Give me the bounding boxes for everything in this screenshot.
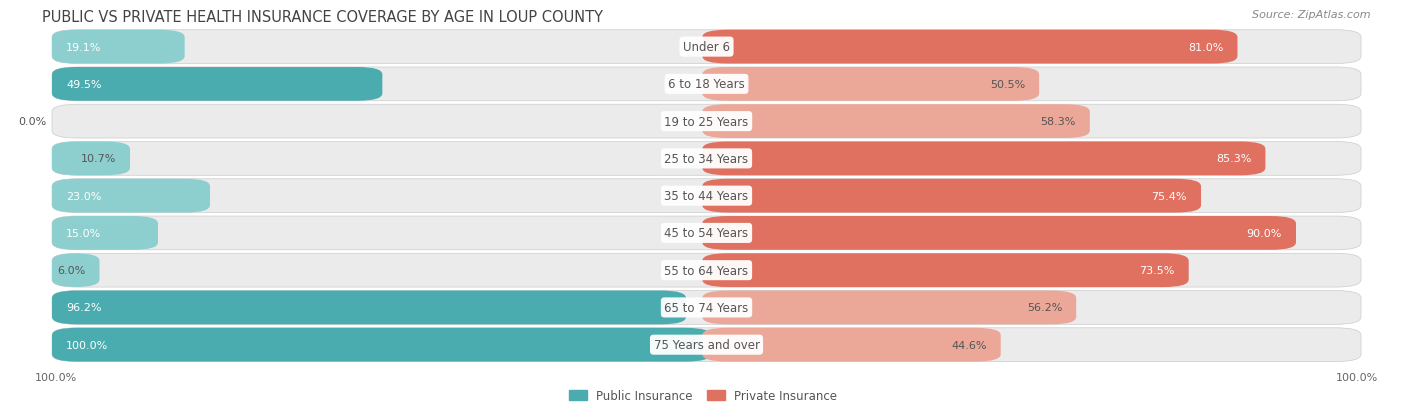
Text: 10.7%: 10.7% [80, 154, 115, 164]
Text: 100.0%: 100.0% [1336, 372, 1378, 382]
Text: 65 to 74 Years: 65 to 74 Years [665, 301, 748, 314]
FancyBboxPatch shape [702, 328, 1001, 362]
Text: 49.5%: 49.5% [66, 80, 101, 90]
Text: 25 to 34 Years: 25 to 34 Years [665, 152, 748, 166]
Text: 0.0%: 0.0% [18, 117, 46, 127]
Text: 90.0%: 90.0% [1247, 228, 1282, 238]
Text: 35 to 44 Years: 35 to 44 Years [665, 190, 748, 203]
FancyBboxPatch shape [52, 291, 686, 325]
FancyBboxPatch shape [52, 216, 1361, 250]
FancyBboxPatch shape [702, 291, 1076, 325]
Text: 100.0%: 100.0% [35, 372, 77, 382]
Text: 81.0%: 81.0% [1188, 43, 1223, 52]
FancyBboxPatch shape [52, 142, 1361, 176]
FancyBboxPatch shape [52, 254, 100, 287]
FancyBboxPatch shape [52, 216, 157, 250]
FancyBboxPatch shape [52, 68, 382, 102]
Text: 50.5%: 50.5% [990, 80, 1025, 90]
FancyBboxPatch shape [52, 328, 710, 362]
Text: 55 to 64 Years: 55 to 64 Years [665, 264, 748, 277]
Text: 44.6%: 44.6% [952, 340, 987, 350]
Text: 6 to 18 Years: 6 to 18 Years [668, 78, 745, 91]
Text: 19.1%: 19.1% [66, 43, 101, 52]
Text: 73.5%: 73.5% [1139, 266, 1174, 275]
FancyBboxPatch shape [52, 254, 1361, 287]
FancyBboxPatch shape [52, 31, 184, 64]
Text: 85.3%: 85.3% [1216, 154, 1251, 164]
FancyBboxPatch shape [52, 142, 129, 176]
FancyBboxPatch shape [52, 105, 1361, 139]
Text: PUBLIC VS PRIVATE HEALTH INSURANCE COVERAGE BY AGE IN LOUP COUNTY: PUBLIC VS PRIVATE HEALTH INSURANCE COVER… [42, 10, 603, 25]
FancyBboxPatch shape [702, 142, 1265, 176]
Text: 15.0%: 15.0% [66, 228, 101, 238]
FancyBboxPatch shape [52, 68, 1361, 102]
Legend: Public Insurance, Private Insurance: Public Insurance, Private Insurance [564, 385, 842, 407]
Text: 100.0%: 100.0% [66, 340, 108, 350]
Text: 19 to 25 Years: 19 to 25 Years [665, 115, 748, 128]
Text: 75.4%: 75.4% [1152, 191, 1187, 201]
FancyBboxPatch shape [52, 179, 209, 213]
FancyBboxPatch shape [52, 328, 1361, 362]
Text: Under 6: Under 6 [683, 41, 730, 54]
FancyBboxPatch shape [702, 216, 1296, 250]
Text: 45 to 54 Years: 45 to 54 Years [665, 227, 748, 240]
FancyBboxPatch shape [52, 31, 1361, 64]
FancyBboxPatch shape [702, 68, 1039, 102]
FancyBboxPatch shape [702, 31, 1237, 64]
FancyBboxPatch shape [52, 179, 1361, 213]
FancyBboxPatch shape [702, 179, 1201, 213]
Text: Source: ZipAtlas.com: Source: ZipAtlas.com [1253, 10, 1371, 20]
Text: 75 Years and over: 75 Years and over [654, 338, 759, 351]
Text: 96.2%: 96.2% [66, 303, 101, 313]
FancyBboxPatch shape [52, 291, 1361, 325]
Text: 23.0%: 23.0% [66, 191, 101, 201]
FancyBboxPatch shape [702, 254, 1188, 287]
FancyBboxPatch shape [702, 105, 1090, 139]
Text: 56.2%: 56.2% [1026, 303, 1062, 313]
Text: 6.0%: 6.0% [58, 266, 86, 275]
Text: 58.3%: 58.3% [1040, 117, 1076, 127]
